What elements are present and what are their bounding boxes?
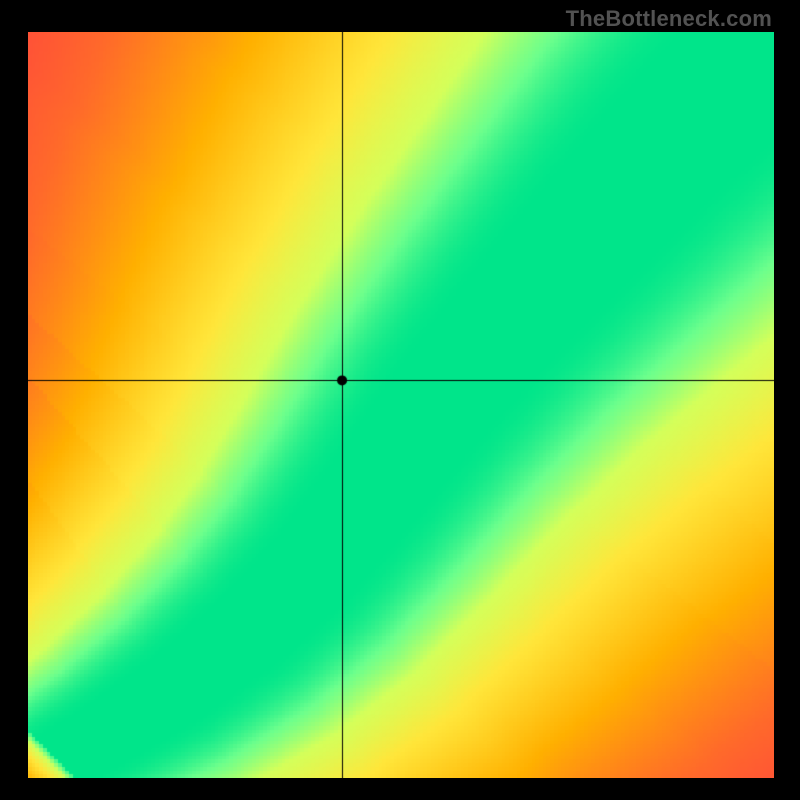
chart-container: { "watermark": "TheBottleneck.com", "cha… — [0, 0, 800, 800]
watermark-text: TheBottleneck.com — [566, 6, 772, 32]
bottleneck-heatmap — [28, 32, 774, 778]
